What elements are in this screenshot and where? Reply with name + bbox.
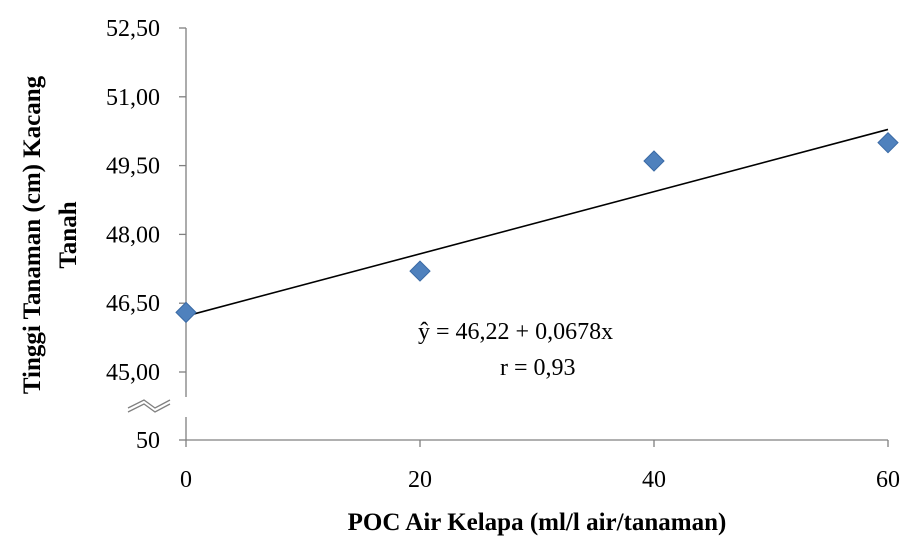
axes [127, 28, 888, 441]
data-point [877, 131, 899, 154]
y-axis-title-line-1: Tinggi Tanaman (cm) Kacang [19, 75, 46, 394]
trendline [185, 128, 889, 317]
y-tick-label: 49,50 [106, 154, 160, 180]
data-point [643, 150, 665, 172]
data-point [409, 260, 431, 282]
y-axis-title-line-2: Tanah [55, 201, 82, 268]
data-points [175, 131, 899, 324]
x-axis-title: POC Air Kelapa (ml/l air/tanaman) [348, 509, 727, 536]
y-tick-label: 52,50 [106, 16, 160, 42]
x-tick-label: 60 [876, 467, 900, 493]
equation-label: ŷ = 46,22 + 0,0678x [418, 319, 613, 345]
y-tick-label: 45,00 [106, 360, 160, 386]
y-tick-label: 51,00 [106, 85, 160, 111]
y-tick-label: 50 [136, 428, 160, 454]
data-point [175, 301, 197, 324]
x-ticks: 0 20 40 60 [180, 440, 900, 493]
y-ticks: 52,50 51,00 49,50 48,00 46,50 45,00 50 [106, 16, 186, 454]
axis-break-icon [127, 399, 171, 413]
r-label: r = 0,93 [500, 355, 576, 381]
x-tick-label: 40 [642, 467, 666, 493]
y-tick-label: 48,00 [106, 222, 160, 248]
x-tick-label: 20 [408, 467, 432, 493]
y-tick-label: 46,50 [106, 291, 160, 317]
x-tick-label: 0 [180, 467, 192, 493]
y-axis-title: Tinggi Tanaman (cm) Kacang Tanah [19, 75, 82, 394]
